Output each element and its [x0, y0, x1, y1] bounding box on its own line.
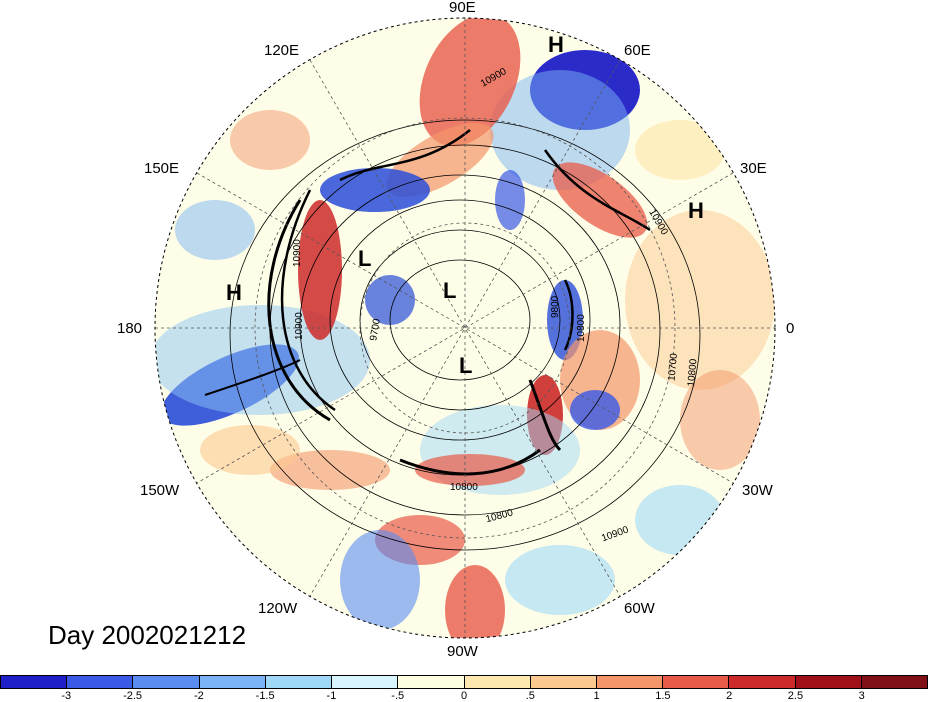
lon-label-120w: 120W — [258, 600, 298, 617]
colorbar-tick-label: 2.5 — [787, 690, 804, 702]
high-pressure-label: H — [226, 280, 242, 305]
lon-label-30w: 30W — [742, 482, 773, 499]
colorbar-swatch — [332, 676, 399, 688]
colorbar-swatch — [663, 676, 730, 688]
contour-label: 10900 — [292, 239, 303, 267]
contour-label: 10800 — [450, 482, 478, 493]
colorbar-swatch — [398, 676, 465, 688]
colorbar-tick-label: 3 — [858, 690, 865, 702]
colorbar-swatch — [596, 676, 664, 688]
contour-label: 10800 — [686, 358, 699, 387]
lon-label-90e: 90E — [449, 0, 476, 16]
colorbar-tick-label: -2.5 — [123, 690, 143, 702]
contour-label: 10700 — [667, 352, 680, 381]
high-pressure-label: H — [548, 32, 564, 57]
low-pressure-label: L — [358, 246, 372, 271]
low-pressure-label: L — [443, 278, 457, 303]
contour-label: 10800 — [576, 314, 587, 342]
contour-label: 9700 — [368, 318, 383, 342]
colorbar-tick-label: 2 — [726, 690, 733, 702]
contour-label: 10900 — [294, 312, 305, 340]
colorbar-tick-label: .5 — [525, 690, 535, 702]
lon-label-30e: 30E — [740, 160, 767, 177]
colorbar-tick-label: -1.5 — [255, 690, 275, 702]
colorbar-swatch — [133, 676, 200, 688]
colorbar-swatch — [729, 676, 796, 688]
colorbar-swatch — [464, 676, 531, 688]
colorbar-tick-label: 1 — [593, 690, 600, 702]
lon-label-150w: 150W — [140, 482, 180, 499]
lon-label-60w: 60W — [624, 600, 655, 617]
lon-label-180: 180 — [117, 320, 143, 337]
contour-label: 9800 — [550, 295, 561, 318]
colorbar-swatch — [199, 676, 266, 688]
lon-label-0: 0 — [786, 320, 795, 337]
colorbar-swatch — [67, 676, 134, 688]
day-label: Day 2002021212 — [48, 620, 247, 650]
graticule — [155, 18, 775, 638]
lon-label-120e: 120E — [264, 42, 300, 59]
colorbar-tick-label: 1.5 — [655, 690, 671, 702]
colorbar — [0, 675, 928, 689]
lon-label-150e: 150E — [144, 160, 180, 177]
lon-label-60e: 60E — [624, 42, 651, 59]
colorbar-swatch — [530, 676, 597, 688]
colorbar-swatch — [265, 676, 333, 688]
colorbar-swatch — [861, 676, 928, 688]
map-boundary — [154, 17, 776, 639]
height-contours — [204, 119, 701, 551]
colorbar-swatch — [795, 676, 862, 688]
colorbar-swatch — [1, 676, 68, 688]
lon-label-90w: 90W — [447, 643, 478, 660]
high-pressure-label: H — [688, 198, 704, 223]
colorbar-tick-label: -1 — [326, 690, 337, 702]
colorbar-tick-label: 0 — [460, 690, 468, 702]
colorbar-tick-label: -2 — [193, 690, 204, 702]
low-pressure-label: L — [459, 353, 473, 378]
colorbar-tick-label: -.5 — [391, 690, 405, 702]
colorbar-tick-label: -3 — [61, 690, 72, 702]
